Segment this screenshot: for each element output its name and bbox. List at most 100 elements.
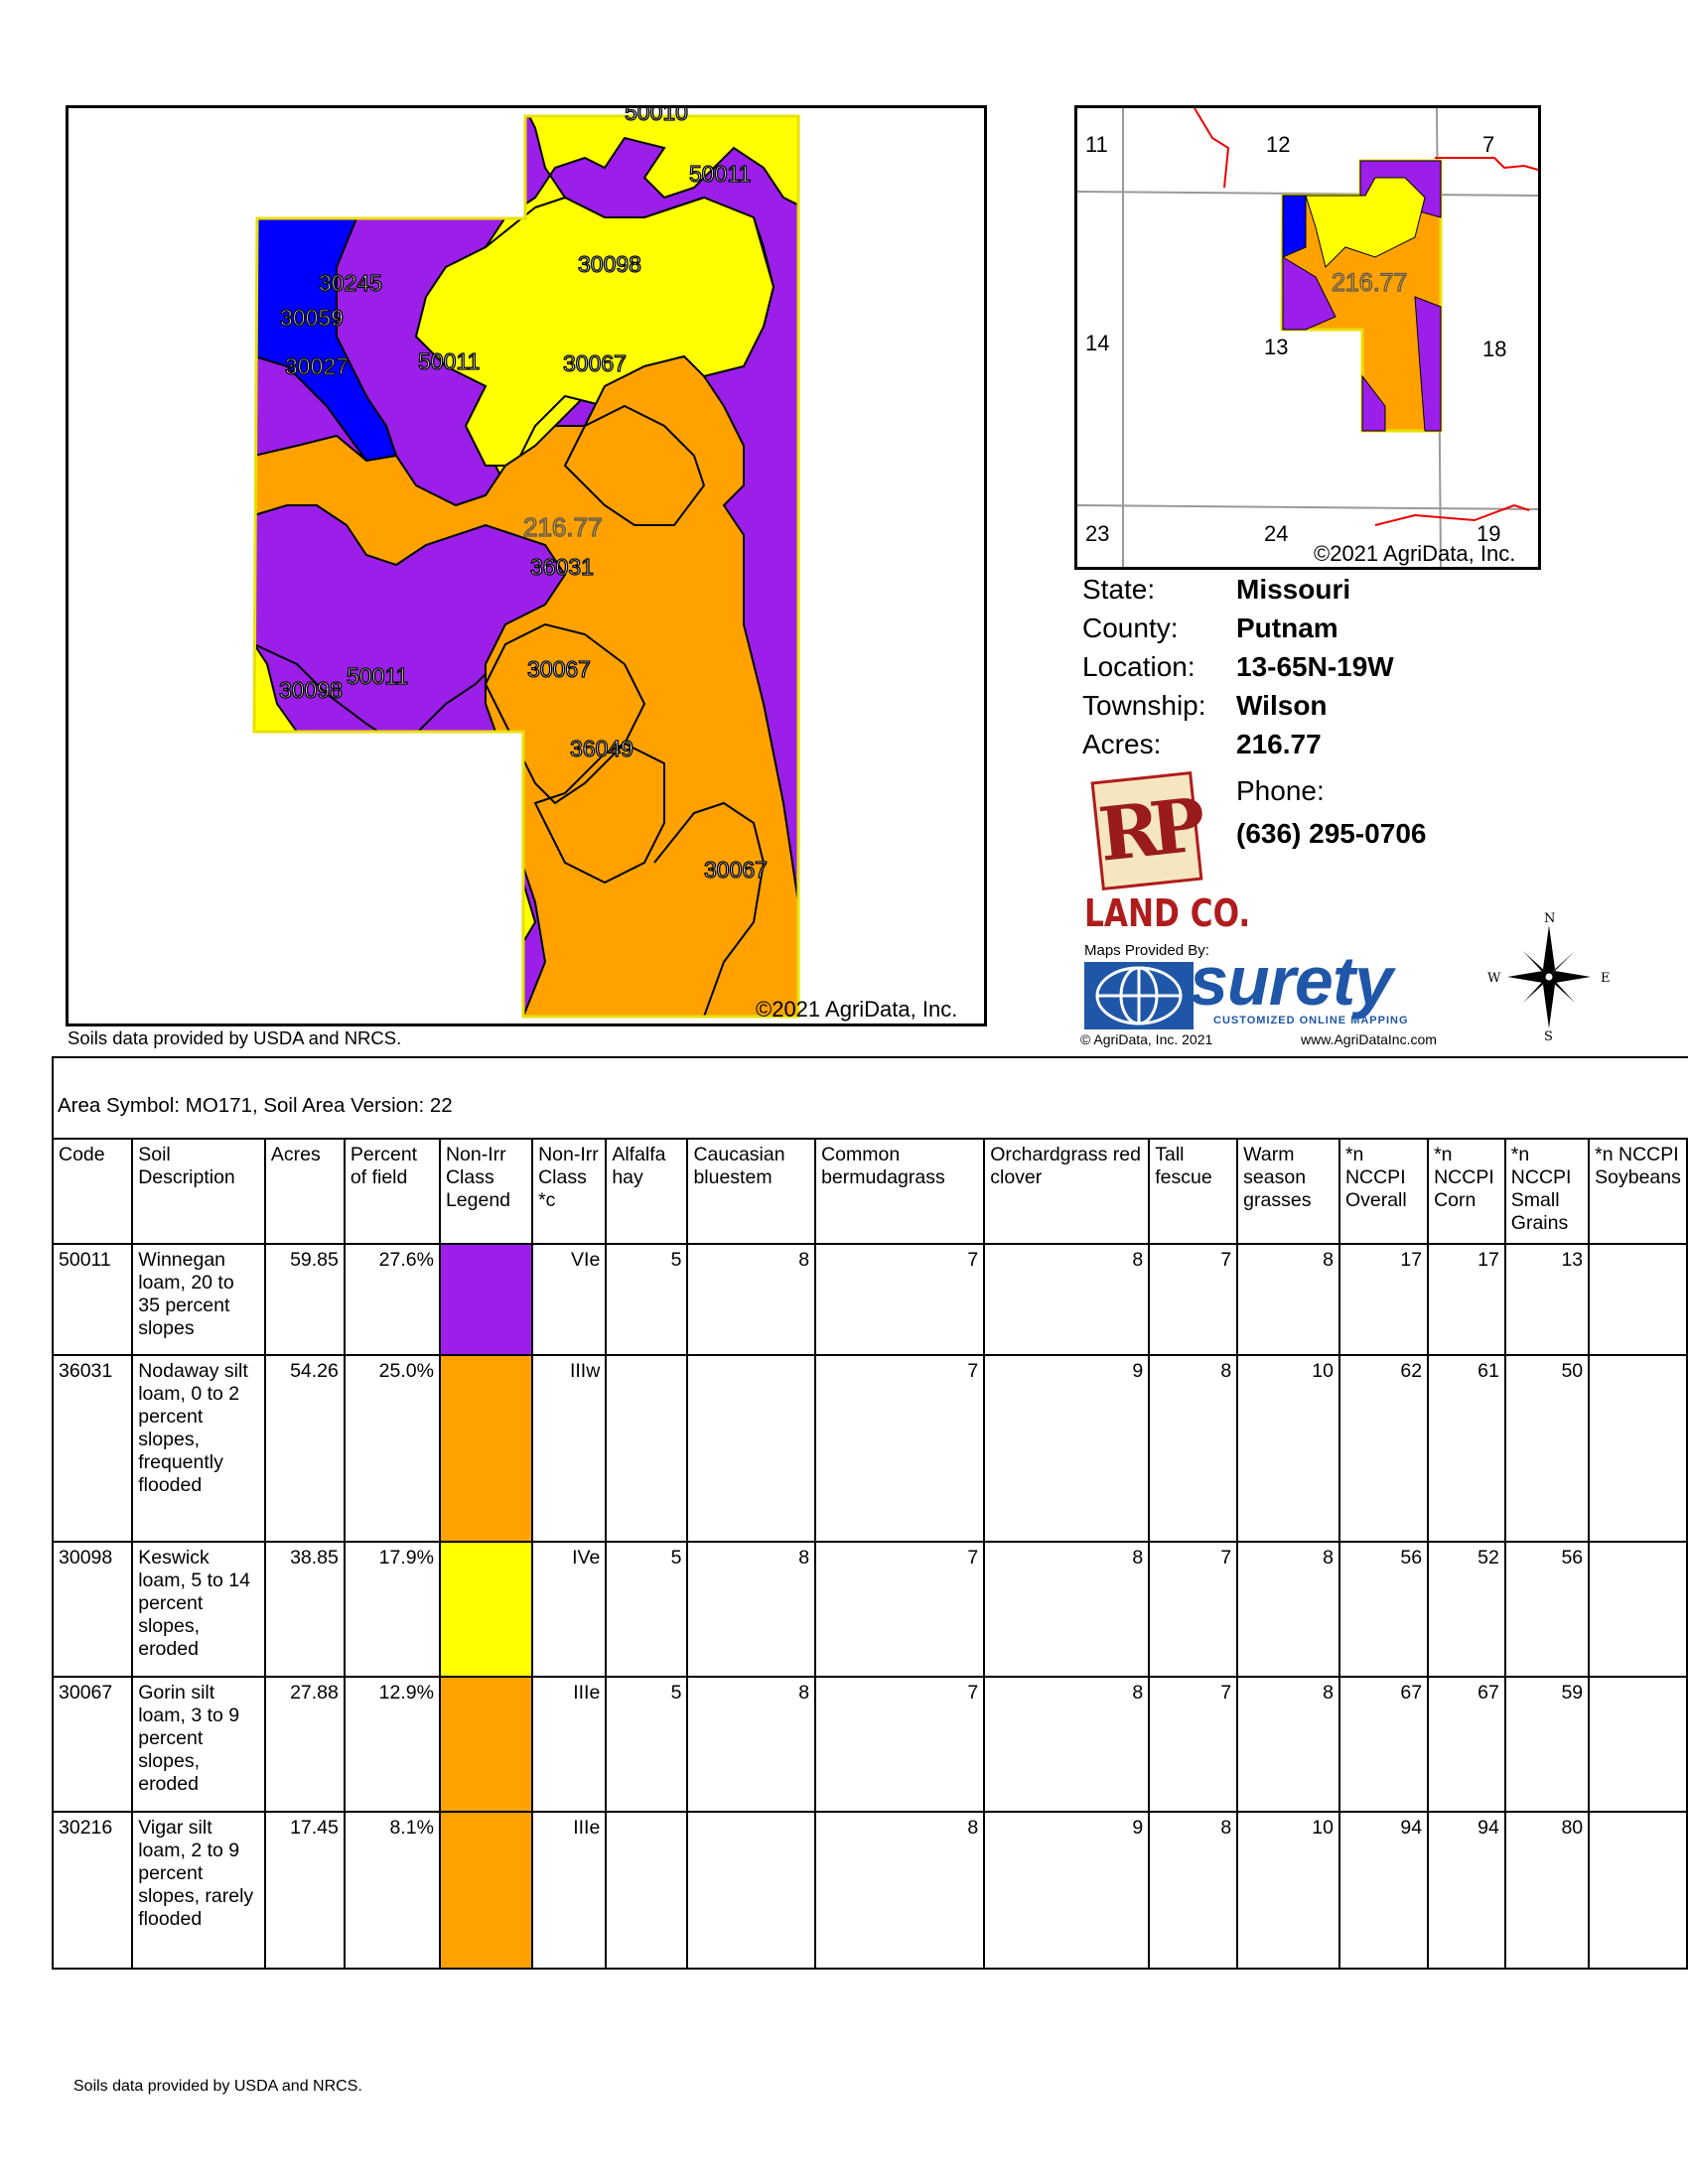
map-label-30098: 30098	[578, 251, 641, 277]
map-label-30245: 30245	[319, 270, 382, 296]
cell-alfalfa	[605, 1354, 689, 1543]
agridata-copyright: © AgriData, Inc. 2021	[1080, 1031, 1213, 1047]
cell-legend-swatch	[438, 1541, 534, 1678]
section-12: 12	[1266, 132, 1290, 157]
cell-warm: 10	[1236, 1811, 1340, 1970]
map-label-30059: 30059	[280, 305, 344, 331]
soil-polygon-30067-a	[563, 404, 706, 526]
cell-orchard: 8	[983, 1541, 1151, 1678]
cell-acres: 27.88	[263, 1676, 346, 1813]
table-header-row: Code Soil Description Acres Percent of f…	[51, 1138, 1688, 1245]
table-row[interactable]: 30067 Gorin silt loam, 3 to 9 percent sl…	[51, 1676, 1688, 1813]
soil-polygon-30098-west[interactable]	[254, 640, 299, 733]
county-value: Putnam	[1236, 613, 1338, 643]
cell-alfalfa: 5	[605, 1541, 689, 1678]
soil-polygon-30067-b	[484, 622, 646, 805]
map-label-36031: 36031	[530, 554, 594, 580]
locator-map[interactable]: 11 12 7 14 13 18 23 24 19 216.77 ©2021 A…	[1077, 108, 1538, 567]
cell-overall: 62	[1337, 1354, 1430, 1543]
cell-desc: Winnegan loam, 20 to 35 percent slopes	[131, 1243, 266, 1356]
section-11: 11	[1085, 132, 1108, 157]
soil-polygon-30245[interactable]	[254, 217, 398, 463]
cell-corn: 17	[1427, 1243, 1506, 1356]
map-label-30067-north: 30067	[563, 350, 627, 376]
cell-code: 36031	[51, 1354, 134, 1543]
th-percent-of-field: Percent of field	[343, 1138, 441, 1245]
map-label-36049: 36049	[570, 736, 633, 761]
surety-wordmark[interactable]: surety	[1190, 942, 1393, 1020]
info-location: Location: 13-65N-19W	[1082, 651, 1394, 683]
cell-pct: 27.6%	[343, 1243, 441, 1356]
phone-value[interactable]: (636) 295-0706	[1236, 818, 1427, 849]
cell-bermuda: 7	[814, 1541, 986, 1678]
compass-rose-icon: N S W E	[1483, 911, 1615, 1044]
cell-class: VIe	[531, 1243, 608, 1356]
cell-legend-swatch	[438, 1676, 534, 1813]
map-label-50011: 50011	[689, 161, 751, 187]
locator-acreage-label: 216.77	[1332, 269, 1407, 297]
th-non-irr-class: Non-Irr Class *c	[531, 1138, 608, 1245]
cell-caucasian: 8	[686, 1676, 817, 1813]
soil-map[interactable]: 50010 50011 30098 30245 30059 30027 5001…	[69, 108, 984, 1024]
surety-tagline: CUSTOMIZED ONLINE MAPPING	[1213, 1015, 1409, 1026]
cell-alfalfa: 5	[605, 1676, 689, 1813]
cell-alfalfa	[605, 1811, 689, 1970]
cell-caucasian	[686, 1811, 817, 1970]
cell-desc: Vigar silt loam, 2 to 9 percent slopes, …	[131, 1811, 266, 1970]
source-note: Soils data provided by USDA and NRCS.	[68, 1027, 402, 1048]
locator-copyright: ©2021 AgriData, Inc.	[1314, 541, 1515, 566]
th-nccpi-overall: *n NCCPI Overall	[1337, 1138, 1430, 1245]
th-nccpi-small-grains: *n NCCPI Small Grains	[1503, 1138, 1591, 1245]
cell-soy	[1588, 1354, 1688, 1543]
th-non-irr-class-legend: Non-Irr Class Legend	[438, 1138, 534, 1245]
phone-label: Phone:	[1236, 775, 1325, 806]
cell-caucasian: 8	[686, 1243, 817, 1356]
cell-warm: 8	[1236, 1243, 1340, 1356]
table-row[interactable]: 30098 Keswick loam, 5 to 14 percent slop…	[51, 1541, 1688, 1678]
map-label-30067-center: 30067	[527, 656, 591, 682]
cell-orchard: 9	[983, 1354, 1151, 1543]
acres-value: 216.77	[1236, 729, 1322, 759]
township-label: Township:	[1082, 690, 1206, 721]
table-row[interactable]: 30216 Vigar silt loam, 2 to 9 percent sl…	[51, 1811, 1688, 1970]
area-symbol: Area Symbol: MO171, Soil Area Version: 2…	[58, 1094, 453, 1117]
cell-small: 80	[1503, 1811, 1591, 1970]
cell-desc: Keswick loam, 5 to 14 percent slopes, er…	[131, 1541, 266, 1678]
cell-caucasian: 8	[686, 1541, 817, 1678]
cell-overall: 56	[1337, 1541, 1430, 1678]
cell-small: 59	[1503, 1676, 1591, 1813]
location-value: 13-65N-19W	[1236, 651, 1394, 682]
cell-orchard: 8	[983, 1676, 1151, 1813]
agridata-url[interactable]: www.AgriDataInc.com	[1301, 1031, 1437, 1047]
cell-class: IIIe	[531, 1676, 608, 1813]
cell-fescue: 8	[1148, 1811, 1239, 1970]
cell-acres: 59.85	[263, 1243, 346, 1356]
cell-pct: 12.9%	[343, 1676, 441, 1813]
cell-class: IVe	[531, 1541, 608, 1678]
globe-icon	[1084, 962, 1194, 1029]
section-19: 19	[1477, 521, 1500, 546]
th-soil-description: Soil Description	[131, 1138, 266, 1245]
th-acres: Acres	[263, 1138, 346, 1245]
th-code: Code	[51, 1138, 134, 1245]
cell-legend-swatch	[438, 1243, 534, 1356]
cell-legend-swatch	[438, 1811, 534, 1970]
acres-label: Acres:	[1082, 729, 1162, 759]
cell-pct: 17.9%	[343, 1541, 441, 1678]
table-row[interactable]: 36031 Nodaway silt loam, 0 to 2 percent …	[51, 1354, 1688, 1543]
township-value: Wilson	[1236, 690, 1328, 721]
location-label: Location:	[1082, 651, 1196, 682]
cell-orchard: 9	[983, 1811, 1151, 1970]
table-row[interactable]: 50011 Winnegan loam, 20 to 35 percent sl…	[51, 1243, 1688, 1356]
cell-code: 50011	[51, 1243, 134, 1356]
cell-code: 30216	[51, 1811, 134, 1970]
cell-soy	[1588, 1541, 1688, 1678]
locator-map-frame: 11 12 7 14 13 18 23 24 19 216.77 ©2021 A…	[1074, 105, 1541, 570]
compass-e: E	[1601, 971, 1611, 986]
th-common-bermudagrass: Common bermudagrass	[814, 1138, 986, 1245]
cell-warm: 8	[1236, 1541, 1340, 1678]
cell-acres: 17.45	[263, 1811, 346, 1970]
cell-warm: 10	[1236, 1354, 1340, 1543]
map-label-30067-south: 30067	[704, 857, 768, 883]
cell-class: IIIw	[531, 1354, 608, 1543]
